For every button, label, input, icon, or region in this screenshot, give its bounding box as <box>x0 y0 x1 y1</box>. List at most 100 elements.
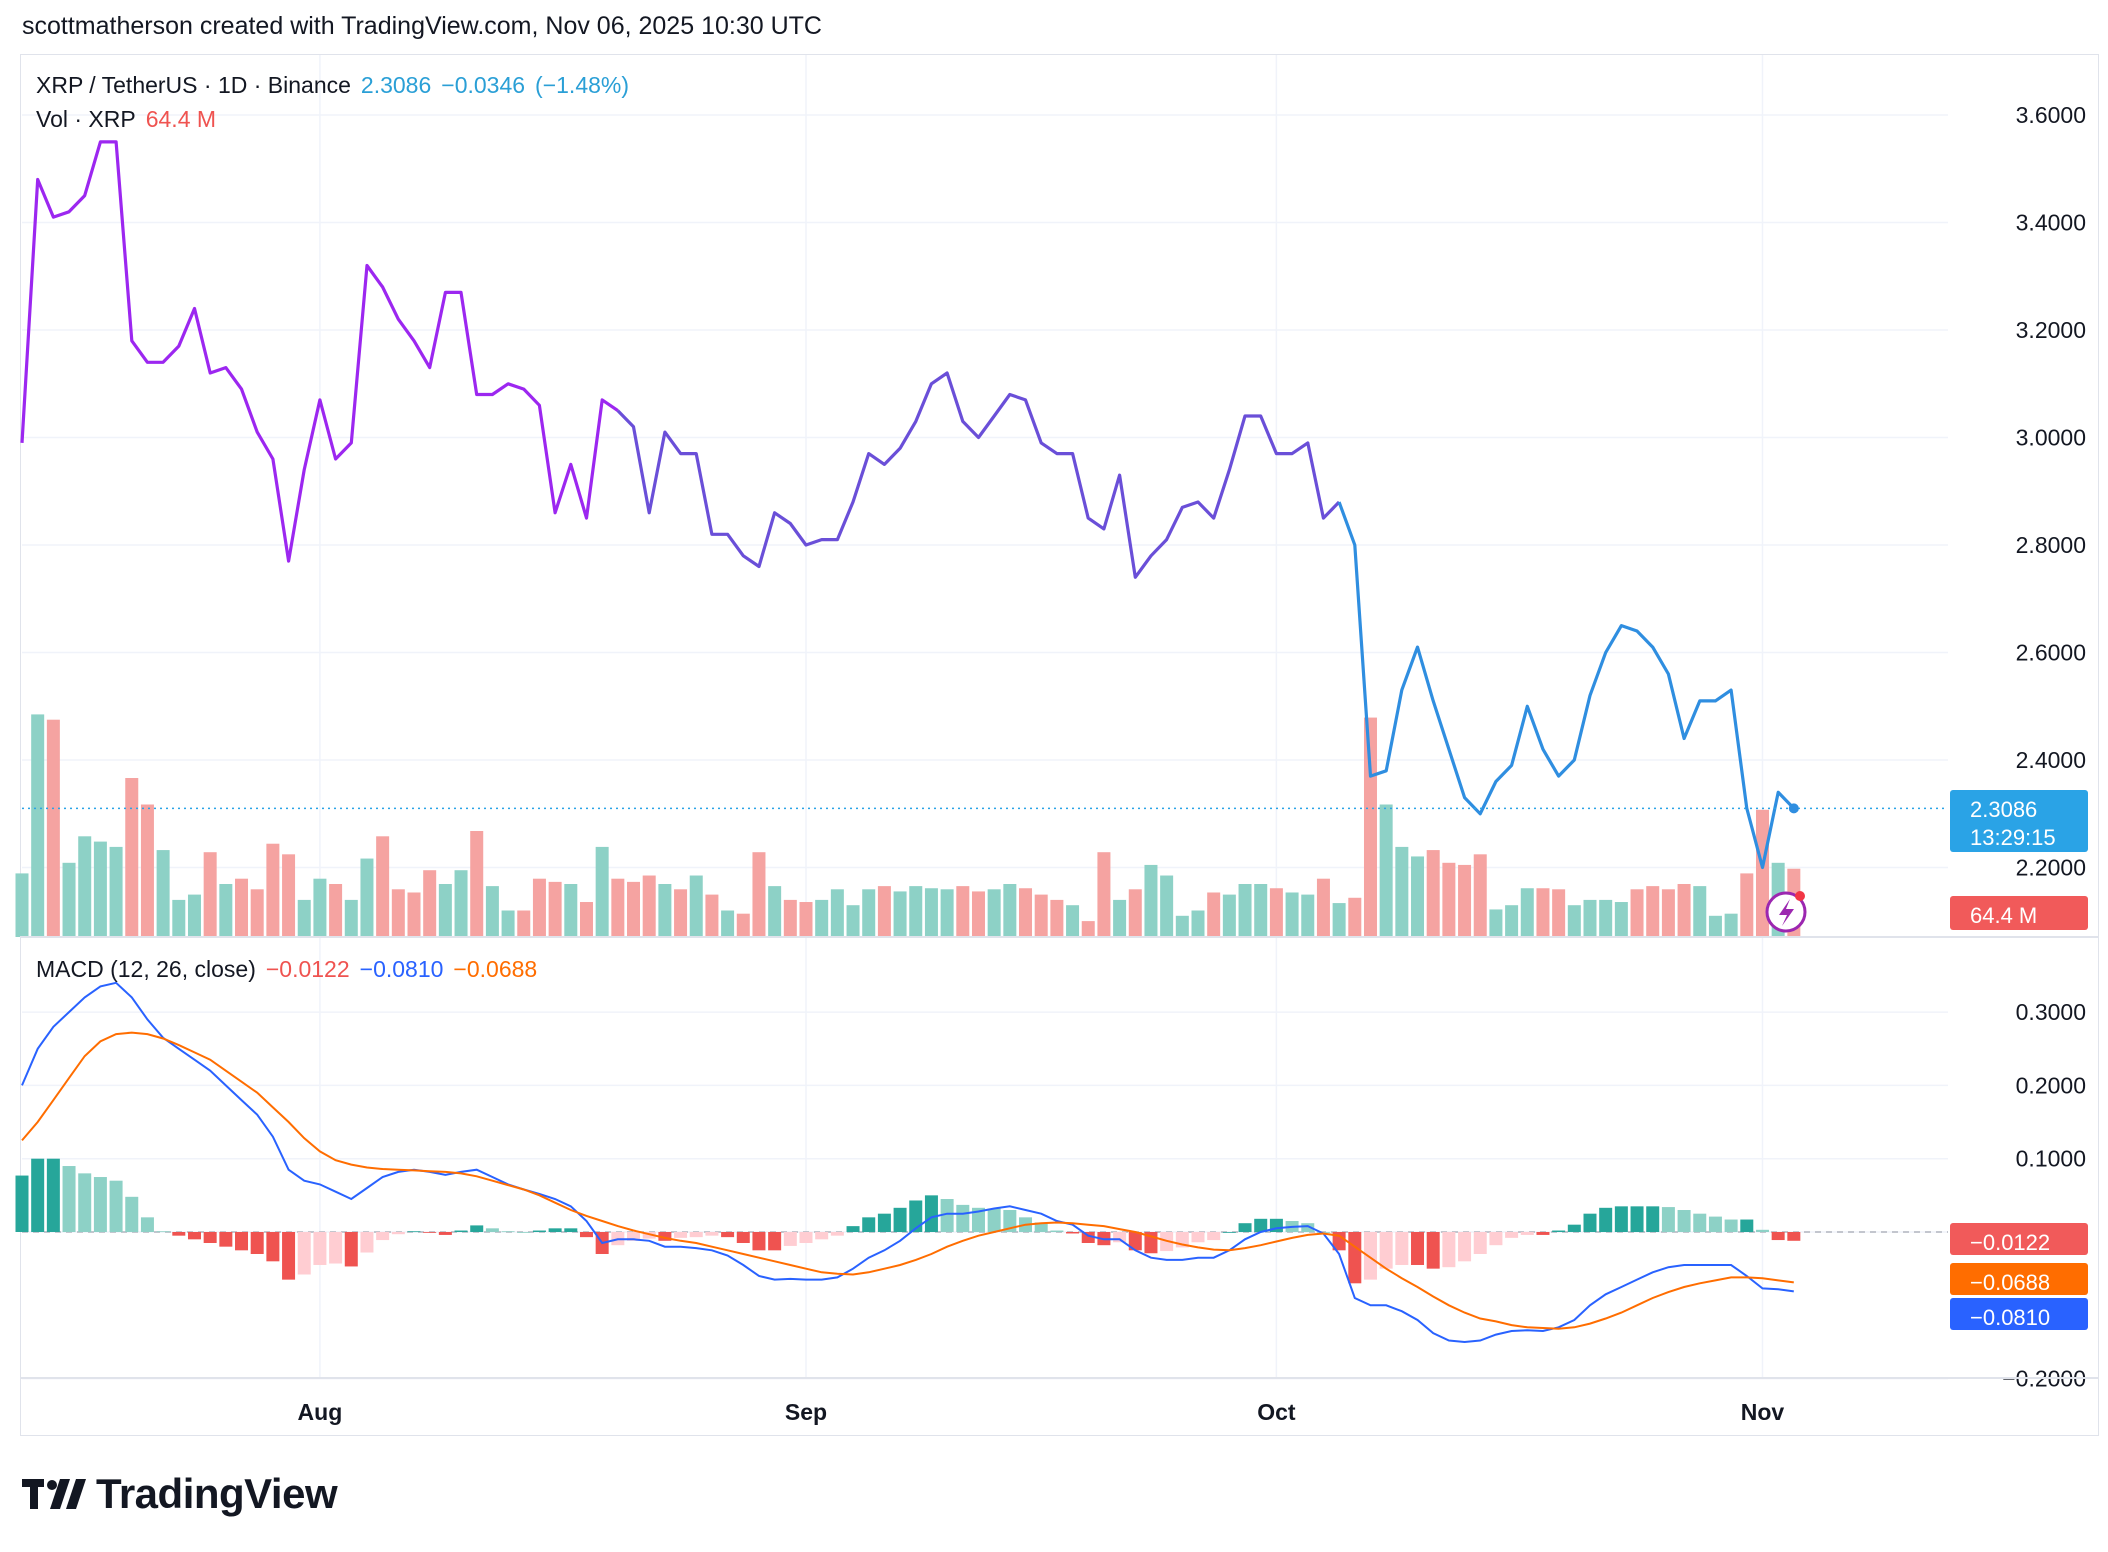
volume-bar-45 <box>721 910 735 937</box>
macd-hist-bar-20 <box>329 1232 343 1264</box>
volume-bar-60 <box>956 886 970 937</box>
macd-hist-bar-51 <box>815 1232 829 1240</box>
volume-bar-51 <box>815 899 829 937</box>
flash-icon <box>1765 891 1807 933</box>
volume-bar-68 <box>1081 921 1095 937</box>
tradingview-logo[interactable]: TradingView <box>22 1470 338 1518</box>
volume-bar-62 <box>987 889 1001 937</box>
macd-hist-bar-9 <box>156 1231 170 1233</box>
volume-bar-70 <box>1113 899 1127 937</box>
volume-bar-79 <box>1254 884 1268 937</box>
volume-bar-15 <box>250 889 264 937</box>
macd-hist-bar-71 <box>1128 1232 1142 1251</box>
volume-bar-13 <box>219 884 233 937</box>
volume-bar-21 <box>344 899 358 937</box>
axes: Aug Sep Oct Nov 3.6000 3.4000 3.2000 3.0000 2.80… <box>20 102 2099 1425</box>
macd-hist-bar-6 <box>109 1180 123 1232</box>
macd-hist-bar-60 <box>956 1204 970 1232</box>
volume-legend[interactable]: Vol · XRP 64.4 M <box>36 106 226 133</box>
macd-hist-bar-48 <box>768 1232 782 1251</box>
macd-hist-bar-91 <box>1442 1232 1456 1268</box>
macd-hist-bar-35 <box>564 1228 578 1232</box>
volume-bar-67 <box>1066 905 1080 937</box>
time-tick-oct: Oct <box>1257 1399 1296 1425</box>
macd-hist-bar-75 <box>1191 1232 1205 1243</box>
macd-hist-bar-30 <box>485 1228 499 1232</box>
macd-hist-bar-34 <box>548 1228 562 1232</box>
volume-bar-17 <box>282 854 296 937</box>
macd-hist-bar-110 <box>1740 1219 1754 1232</box>
macd-hist-bar-89 <box>1411 1232 1425 1265</box>
macd-hist-bar-105 <box>1661 1207 1675 1232</box>
volume-bar-94 <box>1489 909 1503 937</box>
volume-bar-87 <box>1379 804 1393 937</box>
volume-bar-90 <box>1426 850 1440 937</box>
price-badge-text-0: 2.3086 <box>1970 797 2037 822</box>
volume-bar-27 <box>438 884 452 937</box>
tradingview-logo-icon <box>22 1479 86 1509</box>
macd-hist-bar-36 <box>579 1232 593 1238</box>
volume-bar-110 <box>1740 873 1754 937</box>
macd-hist-bar-45 <box>721 1232 735 1238</box>
symbol-legend[interactable]: XRP / TetherUS · 1D · Binance 2.3086 −0.03… <box>36 72 639 99</box>
macd-hist-bar-42 <box>674 1232 688 1238</box>
macd-hist-bar-78 <box>1238 1223 1252 1232</box>
volume-bar-9 <box>156 850 170 937</box>
time-tick-sep: Sep <box>785 1399 827 1425</box>
macd-hist-bar-39 <box>627 1232 641 1241</box>
volume-bar-39 <box>627 881 641 937</box>
macd-tick: 0.2000 <box>2016 1072 2086 1098</box>
macd-hist-bar-49 <box>783 1232 797 1246</box>
volume-bar-76 <box>1207 892 1221 937</box>
macd-hist-bar-10 <box>172 1232 186 1236</box>
macd-hist-bar-58 <box>924 1195 938 1232</box>
volume-bar-89 <box>1411 856 1425 937</box>
last-price: 2.3086 <box>360 72 432 98</box>
macd-hist-bar-93 <box>1473 1232 1487 1254</box>
macd-hist-bar-94 <box>1489 1232 1503 1246</box>
volume-bar-23 <box>376 836 390 937</box>
volume-bar-77 <box>1222 894 1236 937</box>
macd-hist-bar-55 <box>877 1213 891 1232</box>
volume-bar-59 <box>940 889 954 937</box>
price-series-segment-0 <box>20 140 619 563</box>
macd-hist-bar-5 <box>93 1177 107 1232</box>
macd-hist-bar-103 <box>1630 1206 1644 1232</box>
volume-bar-91 <box>1442 862 1456 937</box>
volume-bar-65 <box>1034 894 1048 937</box>
macd-hist-bar-12 <box>203 1232 217 1243</box>
volume-bar-14 <box>235 878 249 937</box>
signal-badge-text-0: −0.0688 <box>1970 1270 2050 1295</box>
volume-bar-31 <box>501 910 515 937</box>
macd-line-value: −0.0810 <box>359 956 444 982</box>
macd-legend[interactable]: MACD (12, 26, close) −0.0122 −0.0810 −0.068… <box>36 956 547 983</box>
volume-bar-97 <box>1536 888 1550 937</box>
macd-hist-bar-92 <box>1458 1232 1472 1262</box>
volume-bar-22 <box>360 858 374 937</box>
macd-hist-bar-25 <box>407 1231 421 1233</box>
volume-bar-6 <box>109 846 123 937</box>
volume-bar-86 <box>1363 717 1377 937</box>
volume-bar-28 <box>454 870 468 937</box>
flash-icon-dot <box>1795 891 1805 901</box>
macd-hist-bar-95 <box>1505 1232 1519 1238</box>
macd-hist-bar-24 <box>391 1232 405 1235</box>
volume-bar-54 <box>862 889 876 937</box>
volume-bar-64 <box>1019 888 1033 937</box>
volume-bar-100 <box>1583 899 1597 937</box>
macd-hist-bar-18 <box>297 1232 311 1275</box>
macd-line <box>21 981 1794 1344</box>
volume-bar-16 <box>266 843 280 937</box>
macd-hist-bar-7 <box>125 1196 139 1232</box>
volume-bar-103 <box>1630 889 1644 937</box>
volume-bar-48 <box>768 886 782 937</box>
volume-bar-108 <box>1708 915 1722 937</box>
macd-signal-value: −0.0688 <box>453 956 538 982</box>
macd-hist-bar-53 <box>846 1226 860 1232</box>
macd-hist-bar-40 <box>642 1232 656 1239</box>
macd-hist-bar-96 <box>1520 1232 1534 1235</box>
volume-bar-95 <box>1505 905 1519 937</box>
volume-bar-53 <box>846 905 860 937</box>
volume-bar-41 <box>658 884 672 937</box>
